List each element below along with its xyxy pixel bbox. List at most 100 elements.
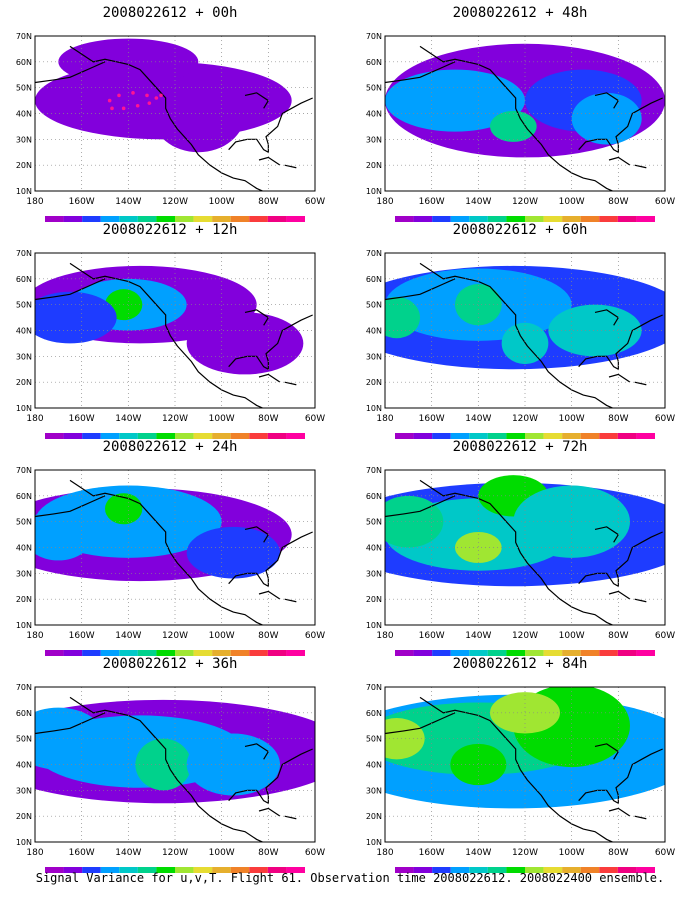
latitude-label: 70N xyxy=(366,32,382,41)
longitude-label: 180 xyxy=(26,197,43,207)
flight-track-point xyxy=(154,96,159,100)
colorbar-swatch xyxy=(469,650,488,656)
latitude-label: 10N xyxy=(16,404,32,413)
figure-caption: Signal Variance for u,v,T. Flight 61. Ob… xyxy=(35,871,665,885)
longitude-label: 80W xyxy=(608,197,628,207)
latitude-label: 20N xyxy=(366,161,382,170)
longitude-label: 100W xyxy=(559,414,585,424)
latitude-label: 10N xyxy=(16,621,32,630)
variance-field xyxy=(385,265,665,370)
longitude-label: 100W xyxy=(209,414,235,424)
longitude-label: 180 xyxy=(376,414,393,424)
plot-frame xyxy=(384,252,666,409)
flight-track-point xyxy=(145,93,149,98)
colorbar-swatch xyxy=(432,433,451,439)
colorbar-swatch xyxy=(212,650,231,656)
longitude-label: 100W xyxy=(559,848,585,858)
colorbar-swatch xyxy=(175,216,194,222)
colorbar-swatch xyxy=(487,867,507,873)
latitude-label: 20N xyxy=(16,595,32,604)
latitude-label: 30N xyxy=(366,786,382,795)
colorbar-swatch xyxy=(413,433,433,439)
latitude-label: 10N xyxy=(366,187,382,196)
longitude-label: 100W xyxy=(209,848,235,858)
colorbar-swatch xyxy=(413,650,433,656)
coastline xyxy=(284,164,297,169)
colorbar-swatch xyxy=(100,433,120,439)
colorbar-swatch xyxy=(562,650,581,656)
coastline xyxy=(69,262,264,408)
coastline xyxy=(69,696,264,842)
colorbar-swatch xyxy=(562,433,581,439)
variance-field xyxy=(35,699,315,804)
colorbar-swatch xyxy=(82,216,101,222)
colorbar-swatch xyxy=(543,650,563,656)
variance-contour xyxy=(186,312,304,375)
longitude-label: 140W xyxy=(115,414,141,424)
longitude-label: 80W xyxy=(608,414,628,424)
panel-title: 2008022612 + 60h xyxy=(452,222,588,238)
coastline xyxy=(69,479,264,625)
coastline xyxy=(634,598,647,603)
coastline xyxy=(608,156,631,166)
colorbar-swatch xyxy=(230,433,250,439)
latitude-label: 70N xyxy=(16,32,32,41)
plot-frame xyxy=(34,686,316,843)
coastline xyxy=(419,45,614,191)
colorbar-swatch xyxy=(63,867,83,873)
latitude-label: 20N xyxy=(16,812,32,821)
colorbar-swatch xyxy=(100,650,120,656)
latitude-label: 30N xyxy=(16,352,32,361)
coastline xyxy=(594,526,620,543)
colorbar-swatch xyxy=(119,216,138,222)
latitude-label: 50N xyxy=(16,735,32,744)
colorbar-swatch xyxy=(636,867,655,873)
latitude-label: 60N xyxy=(366,58,382,67)
flight-track-point xyxy=(147,101,152,105)
latitude-label: 30N xyxy=(16,135,32,144)
flight-track-point xyxy=(135,103,140,108)
colorbar-swatch xyxy=(525,433,544,439)
coastline xyxy=(419,479,614,625)
coastline xyxy=(385,712,456,735)
colorbar-swatch xyxy=(82,867,101,873)
latitude-label: 30N xyxy=(16,569,32,578)
map-panel: 2008022612 + 00h 70N 60N 50N 40N 30N 20N 10N 180… xyxy=(0,5,340,225)
colorbar-swatch xyxy=(432,650,451,656)
longitude-label: 60W xyxy=(305,631,325,641)
coastline xyxy=(258,156,281,166)
colorbar-swatch xyxy=(506,433,525,439)
colorbar-swatch xyxy=(413,867,433,873)
colorbar-swatch xyxy=(137,433,157,439)
plot-frame xyxy=(384,35,666,192)
colorbar-swatch xyxy=(543,433,563,439)
longitude-label: 180 xyxy=(376,631,393,641)
latitude-label: 20N xyxy=(366,812,382,821)
longitude-label: 100W xyxy=(559,631,585,641)
longitude-label: 180 xyxy=(26,631,43,641)
colorbar-swatch xyxy=(580,867,600,873)
latitude-label: 60N xyxy=(16,275,32,284)
map-panel: 2008022612 + 48h 70N 60N 50N 40N 30N 20N 10N 180… xyxy=(350,5,690,225)
longitude-label: 160W xyxy=(419,631,445,641)
map-panel: 2008022612 + 36h 70N 60N 50N 40N 30N 20N 10N 180… xyxy=(0,656,340,876)
colorbar-swatch xyxy=(599,216,618,222)
coastline xyxy=(284,381,297,386)
longitude-label: 180 xyxy=(26,414,43,424)
plot-frame xyxy=(34,252,316,409)
latitude-label: 70N xyxy=(366,683,382,692)
longitude-label: 140W xyxy=(465,848,491,858)
coastline xyxy=(594,743,620,760)
colorbar-swatch xyxy=(506,216,525,222)
latitude-label: 50N xyxy=(366,301,382,310)
colorbar-swatch xyxy=(156,433,175,439)
longitude-label: 120W xyxy=(162,631,188,641)
latitude-label: 50N xyxy=(366,735,382,744)
colorbar-swatch xyxy=(395,650,414,656)
colorbar-swatch xyxy=(267,650,287,656)
colorbar-swatch xyxy=(580,216,600,222)
colorbar-swatch xyxy=(450,650,470,656)
longitude-label: 80W xyxy=(608,631,628,641)
